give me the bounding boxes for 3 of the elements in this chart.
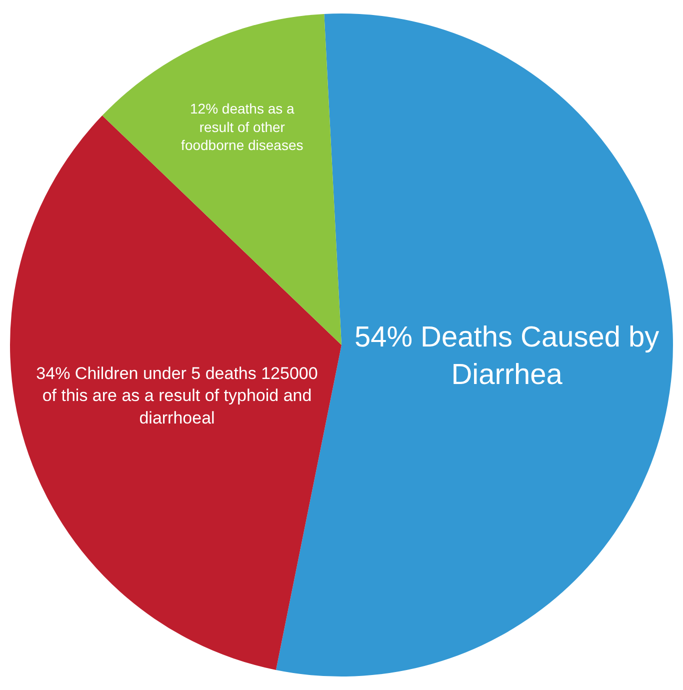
slice-label: 34% Children under 5 deaths 125000 of this are as a result of typhoid and diarrhoeal bbox=[36, 364, 318, 428]
slice-label: 12% deaths as a result of other foodborne diseases bbox=[181, 100, 304, 154]
slice-label: 54% Deaths Caused by Diarrhea bbox=[354, 321, 660, 391]
